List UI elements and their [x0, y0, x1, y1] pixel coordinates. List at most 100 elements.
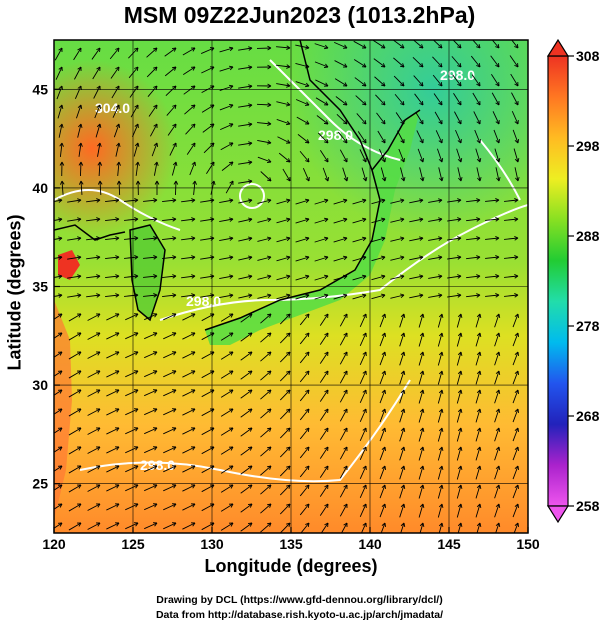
wind-arrowhead — [438, 177, 444, 182]
wind-arrowhead — [419, 313, 425, 319]
wind-arrowhead — [381, 177, 387, 182]
wind-arrowhead — [476, 274, 481, 279]
wind-arrow — [276, 294, 291, 300]
wind-arrow — [319, 465, 329, 478]
wind-arrow — [299, 332, 310, 345]
wind-arrow — [54, 199, 63, 202]
wind-arrowhead — [381, 138, 386, 144]
wind-arrowhead — [229, 274, 234, 279]
wind-arrow — [200, 237, 215, 241]
wind-arrowhead — [172, 142, 177, 148]
wind-arrow — [260, 332, 272, 343]
wind-arrowhead — [342, 44, 348, 49]
wind-arrow — [512, 465, 519, 480]
wind-arrowhead — [400, 332, 406, 338]
wind-arrowhead — [286, 465, 291, 470]
wind-arrowhead — [247, 351, 253, 356]
wind-arrowhead — [96, 123, 102, 129]
wind-arrowhead — [305, 427, 310, 433]
wind-arrow — [485, 275, 500, 278]
wind-arrowhead — [419, 157, 425, 163]
wind-arrow — [260, 465, 272, 476]
wind-arrowhead — [323, 293, 329, 299]
wind-arrowhead — [457, 274, 462, 279]
wind-arrow — [219, 199, 234, 204]
y-axis-label: Latitude (degrees) — [4, 214, 25, 371]
wind-arrowhead — [419, 408, 425, 414]
wind-arrow — [67, 218, 82, 222]
wind-arrowhead — [324, 465, 329, 471]
wind-arrow — [373, 58, 386, 68]
wind-arrowhead — [438, 198, 443, 203]
wind-arrow — [399, 427, 405, 442]
lat-tick-label: 45 — [32, 81, 48, 97]
wind-arrow — [473, 111, 481, 125]
wind-arrowhead — [266, 313, 272, 318]
wind-arrowhead — [267, 83, 272, 89]
wind-arrowhead — [323, 120, 329, 125]
wind-arrow — [220, 446, 234, 455]
wind-arrowhead — [438, 44, 443, 49]
wind-arrowhead — [57, 332, 63, 337]
lat-tick-label: 35 — [32, 279, 48, 295]
wind-arrowhead — [304, 255, 310, 261]
wind-arrow — [125, 484, 139, 492]
wind-arrowhead — [324, 427, 329, 433]
wind-arrow — [299, 503, 310, 516]
wind-arrow — [466, 256, 481, 260]
wind-arrowhead — [96, 217, 101, 222]
wind-arrow — [399, 370, 405, 385]
wind-arrow — [485, 256, 500, 259]
wind-arrow — [68, 389, 82, 398]
wind-arrowhead — [190, 408, 196, 413]
wind-arrow — [146, 47, 158, 58]
wind-arrow — [428, 218, 443, 222]
wind-arrow — [415, 111, 424, 125]
wind-arrow — [295, 294, 310, 300]
wind-arrow — [67, 294, 82, 298]
wind-arrow — [504, 294, 519, 297]
wind-arrowhead — [457, 503, 463, 508]
wind-arrowhead — [304, 274, 310, 280]
wind-arrowhead — [438, 370, 444, 375]
wind-arrowhead — [323, 82, 329, 87]
wind-arrowhead — [476, 62, 481, 68]
wind-arrow — [238, 199, 253, 204]
wind-arrowhead — [457, 138, 462, 144]
wind-arrow — [164, 47, 177, 57]
wind-arrowhead — [476, 465, 482, 471]
wind-arrow — [371, 275, 386, 281]
contour-label: 298.0 — [186, 293, 221, 309]
wind-arrowhead — [457, 293, 462, 298]
wind-arrow — [182, 408, 196, 416]
wind-arrowhead — [419, 503, 425, 509]
wind-arrowhead — [342, 82, 348, 87]
wind-arrow — [125, 522, 139, 530]
wind-arrowhead — [172, 198, 177, 203]
credit-drawing: Drawing by DCL (https://www.gfd-dennou.o… — [156, 594, 443, 606]
wind-arrow — [452, 74, 462, 87]
wind-arrowhead — [324, 313, 329, 319]
wind-arrow — [435, 130, 443, 144]
wind-arrow — [87, 351, 101, 359]
wind-arrow — [87, 313, 101, 321]
wind-arrowhead — [266, 370, 272, 375]
wind-arrowhead — [247, 332, 253, 337]
wind-arrow — [220, 522, 234, 531]
wind-arrowhead — [96, 104, 101, 110]
wind-arrow — [359, 503, 367, 517]
wind-arrowhead — [154, 180, 160, 185]
wind-arrowhead — [133, 389, 139, 394]
wind-arrowhead — [229, 255, 234, 260]
wind-arrow — [409, 256, 424, 261]
wind-arrow — [352, 218, 367, 224]
wind-arrowhead — [400, 217, 405, 223]
wind-arrowhead — [190, 484, 196, 489]
wind-arrow — [314, 256, 329, 262]
wind-arrow — [393, 75, 405, 87]
wind-arrowhead — [59, 123, 64, 128]
wind-arrow — [113, 123, 120, 138]
wind-arrowhead — [419, 236, 424, 241]
wind-arrowhead — [342, 293, 348, 299]
wind-arrowhead — [228, 84, 234, 90]
